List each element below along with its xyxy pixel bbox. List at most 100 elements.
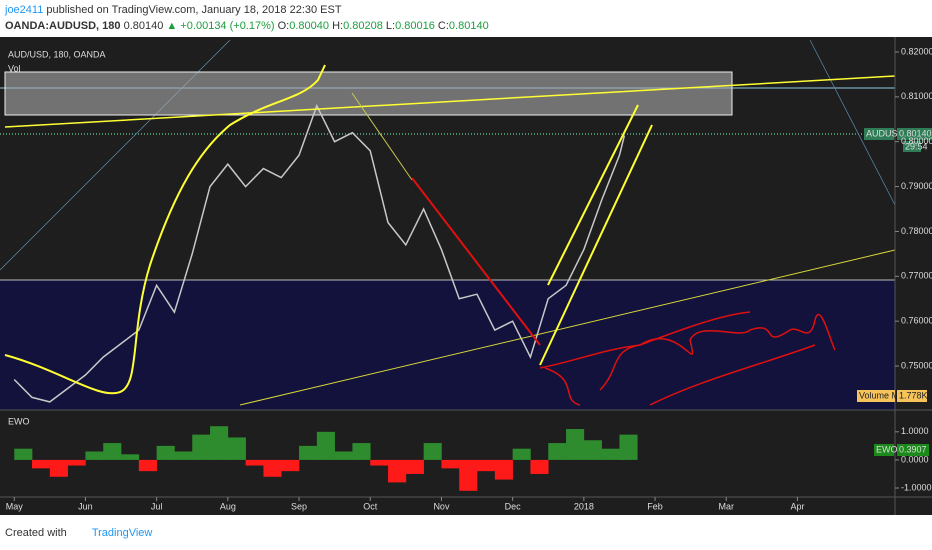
open-label: O: [277, 20, 290, 32]
x-tick-label: Oct [363, 501, 378, 511]
quote-line: OANDA:AUDUSD, 180 0.80140 ▲ +0.00134 (+0… [5, 20, 489, 32]
y-tick-label: -1.0000 [901, 482, 932, 492]
low: 0.80016 [395, 20, 435, 32]
x-tick-label: Jun [78, 501, 93, 511]
channel-line [547, 104, 639, 286]
x-tick-label: Nov [433, 501, 450, 511]
chart: AUD/USD, 180, OANDA Vol EWO AUDUSD 0.801… [0, 37, 932, 515]
label-bg [897, 128, 932, 140]
ewo-bar [512, 448, 531, 460]
y-tick-label: 0.75000 [901, 360, 932, 370]
ewo-bar [548, 443, 567, 460]
ewo-bar [405, 459, 424, 474]
series-label: EWO [876, 444, 898, 454]
close-label: C: [437, 20, 449, 32]
label-bg [857, 390, 895, 402]
x-tick-label: Feb [647, 501, 663, 511]
ewo-bar [601, 448, 620, 460]
trend-line [4, 75, 896, 128]
ewo-bar [245, 459, 264, 466]
label-bg [903, 141, 921, 152]
ewo-bar [281, 459, 300, 472]
ewo-bar [352, 443, 371, 460]
pane-title: AUD/USD, 180, OANDA [8, 49, 106, 59]
ewo-bar [174, 451, 193, 460]
ewo-bar [334, 451, 353, 460]
x-tick-label: May [6, 501, 24, 511]
ewo-bar [32, 459, 51, 469]
y-tick-label: 0.76000 [901, 316, 932, 326]
y-tick-label: 1.0000 [901, 426, 929, 436]
author[interactable]: joe2411 [5, 4, 44, 16]
x-tick-label: 2018 [574, 501, 594, 511]
published: published on TradingView.com, January 18… [46, 4, 342, 16]
close: 0.80140 [448, 20, 489, 32]
volume-ma: 1.778K [899, 390, 928, 400]
red-drawings [411, 177, 836, 406]
curve [4, 64, 326, 395]
series-label: AUDUSD [866, 128, 905, 138]
label-bg [864, 128, 894, 140]
y-tick-label: 0.77000 [901, 271, 932, 281]
yellow-drawings [4, 64, 896, 406]
ewo-bar [192, 434, 211, 460]
resistance-box [4, 71, 733, 116]
price-line [13, 103, 626, 403]
ewo-bar [210, 426, 229, 460]
squiggle [599, 313, 836, 391]
ewo-bar [477, 459, 496, 472]
x-tick-label: Mar [719, 501, 735, 511]
ewo-bar [49, 459, 68, 477]
drawing [809, 39, 896, 206]
open: 0.80040 [289, 20, 330, 32]
label-bg [897, 390, 927, 402]
y-tick-label: 0.79000 [901, 181, 932, 191]
x-tick-label: Dec [505, 501, 522, 511]
background [0, 37, 932, 515]
change: ▲ +0.00134 (+0.17%) [166, 20, 275, 32]
ewo-plot [14, 426, 638, 491]
pane-title: EWO [8, 416, 30, 426]
y-tick-label: 0.80000 [901, 136, 932, 146]
ewo-bar [530, 459, 549, 474]
last-value: 0.3907 [899, 444, 927, 454]
ewo-bar [494, 459, 513, 480]
high: 0.80208 [343, 20, 383, 32]
ewo-bar [85, 451, 104, 460]
y-tick-label: 0.82000 [901, 46, 932, 56]
ewo-bar [156, 445, 175, 460]
y-tick-label: 0.78000 [901, 226, 932, 236]
footer: Created with TradingView [5, 527, 152, 539]
brand[interactable]: TradingView [91, 527, 153, 539]
ewo-bar [227, 437, 246, 460]
pane-subtitle: Vol [8, 63, 21, 73]
x-tick-label: Aug [220, 501, 236, 511]
y-tick-label: 0.81000 [901, 91, 932, 101]
ewo-bar [263, 459, 282, 477]
ewo-bar [459, 459, 478, 491]
ewo-bar [299, 445, 318, 460]
last: 0.80140 [123, 20, 164, 32]
price-plot [13, 103, 626, 403]
ewo-bar [370, 459, 389, 466]
ewo-bar [138, 459, 157, 472]
high-label: H: [332, 20, 344, 32]
volume-ma-label: Volume MA [859, 390, 905, 400]
low-label: L: [385, 20, 396, 32]
ewo-bar [583, 440, 602, 460]
ewo-bar [316, 431, 335, 460]
ewo-bar [566, 429, 585, 460]
y-tick-label: 0.0000 [901, 454, 929, 464]
label-bg [874, 444, 894, 456]
created: Created with [5, 527, 67, 539]
symbol: OANDA:AUDUSD, 180 [5, 20, 121, 32]
ewo-bar [619, 448, 625, 460]
x-tick-label: Sep [291, 501, 307, 511]
squiggle [649, 344, 816, 406]
ewo-bar [441, 459, 460, 469]
x-tick-label: Apr [790, 501, 804, 511]
countdown: 29:54 [905, 141, 928, 151]
label-bg [897, 444, 929, 456]
publish-line: joe2411 published on TradingView.com, Ja… [5, 4, 342, 16]
